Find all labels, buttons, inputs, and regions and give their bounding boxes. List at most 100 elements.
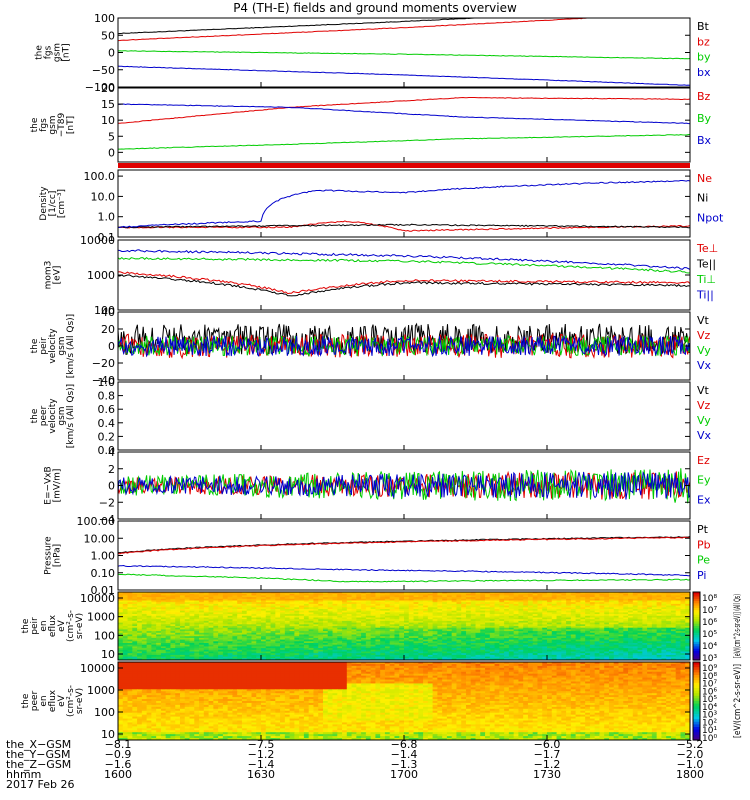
heatmap-cell: [175, 598, 181, 602]
heatmap-cell: [480, 600, 486, 603]
heatmap-cell: [365, 646, 372, 649]
heatmap-cell: [580, 632, 586, 636]
heatmap-cell: [280, 598, 286, 602]
heatmap-cell: [437, 593, 443, 596]
heatmap-cell: [256, 649, 262, 653]
heatmap-cell: [594, 656, 601, 659]
heatmap-cell: [594, 631, 601, 634]
heatmap-cell: [589, 605, 596, 608]
heatmap-cell: [594, 595, 601, 598]
heatmap-cell: [394, 620, 400, 624]
heatmap-cell: [232, 644, 238, 647]
heatmap-cell: [370, 654, 376, 658]
heatmap-cell: [404, 636, 410, 639]
heatmap-cell: [404, 617, 410, 620]
heatmap-cell: [227, 639, 233, 642]
y-tick-label: 0.01: [91, 584, 116, 597]
heatmap-cell: [465, 612, 472, 615]
heatmap-cell: [656, 648, 662, 651]
heatmap-cell: [342, 654, 348, 658]
heatmap-cell: [675, 627, 682, 630]
heatmap-cell: [594, 607, 601, 610]
series-line-Ti||: [118, 249, 690, 270]
heatmap-cell: [523, 632, 529, 636]
heatmap-cell: [518, 654, 524, 658]
heatmap-cell: [179, 646, 186, 649]
heatmap-cell: [461, 651, 467, 654]
heatmap-cell: [356, 644, 362, 647]
heatmap-cell: [280, 617, 286, 620]
heatmap-cell: [165, 643, 172, 646]
heatmap-cell: [256, 615, 262, 619]
heatmap-cell: [404, 651, 410, 654]
heatmap-cell: [656, 603, 662, 607]
heatmap-cell: [561, 592, 567, 595]
heatmap-cell: [575, 619, 581, 622]
heatmap-cell: [256, 610, 262, 613]
heatmap-cell: [237, 641, 243, 644]
heatmap-cell: [232, 622, 238, 625]
heatmap-cell: [442, 600, 448, 603]
heatmap-cell: [451, 622, 458, 625]
heatmap-cell: [628, 631, 634, 634]
panel-9-plot: [118, 592, 690, 660]
heatmap-cell: [337, 602, 343, 605]
heatmap-cell: [442, 610, 448, 613]
heatmap-cell: [346, 658, 353, 660]
heatmap-cell: [618, 639, 624, 642]
heatmap-cell: [194, 593, 200, 596]
heatmap-cell: [599, 597, 605, 600]
heatmap-cell: [575, 636, 581, 639]
heatmap-cell: [342, 592, 348, 595]
heatmap-cell: [380, 632, 386, 636]
heatmap-cell: [122, 603, 129, 607]
heatmap-cell: [456, 617, 462, 620]
heatmap-cell: [675, 603, 682, 607]
heatmap-cell: [494, 597, 500, 600]
heatmap-cell: [241, 654, 248, 658]
heatmap-cell: [189, 619, 195, 622]
heatmap-cell: [427, 624, 434, 627]
heatmap-cell: [404, 641, 410, 644]
heatmap-cell: [361, 615, 367, 619]
panel-frame: [117, 381, 691, 451]
heatmap-cell: [418, 620, 424, 624]
heatmap-cell: [213, 639, 219, 642]
heatmap-cell: [189, 636, 195, 639]
heatmap-cell: [241, 653, 248, 656]
heatmap-cell: [346, 593, 353, 596]
heatmap-cell: [675, 654, 682, 658]
heatmap-cell: [470, 595, 477, 598]
heatmap-cell: [470, 634, 477, 637]
heatmap-cell: [680, 597, 686, 600]
heatmap-cell: [275, 636, 281, 639]
heatmap-cell: [251, 656, 257, 659]
heatmap-cell: [651, 631, 658, 634]
heatmap-cell: [570, 627, 577, 630]
heatmap-cell: [618, 593, 624, 596]
heatmap-cell: [480, 602, 486, 605]
heatmap-cell: [265, 600, 272, 603]
heatmap-cell: [589, 634, 596, 637]
heatmap-cell: [361, 598, 367, 602]
heatmap-cell: [661, 641, 667, 644]
heatmap-cell: [656, 620, 662, 624]
heatmap-cell: [561, 634, 567, 637]
heatmap-cell: [213, 654, 219, 658]
heatmap-cell: [613, 644, 620, 647]
heatmap-cell: [685, 636, 690, 639]
heatmap-cell: [680, 632, 686, 636]
heatmap-cell: [585, 649, 591, 653]
heatmap-cell: [556, 634, 562, 637]
heatmap-cell: [518, 634, 524, 637]
heatmap-cell: [570, 637, 577, 641]
heatmap-cell: [122, 643, 129, 646]
heatmap-cell: [475, 653, 481, 656]
heatmap-cell: [141, 600, 148, 603]
heatmap-cell: [685, 629, 690, 632]
heatmap-cell: [356, 641, 362, 644]
heatmap-cell: [394, 602, 400, 605]
heatmap-cell: [270, 656, 276, 659]
heatmap-cell: [222, 651, 229, 654]
heatmap-cell: [628, 617, 634, 620]
